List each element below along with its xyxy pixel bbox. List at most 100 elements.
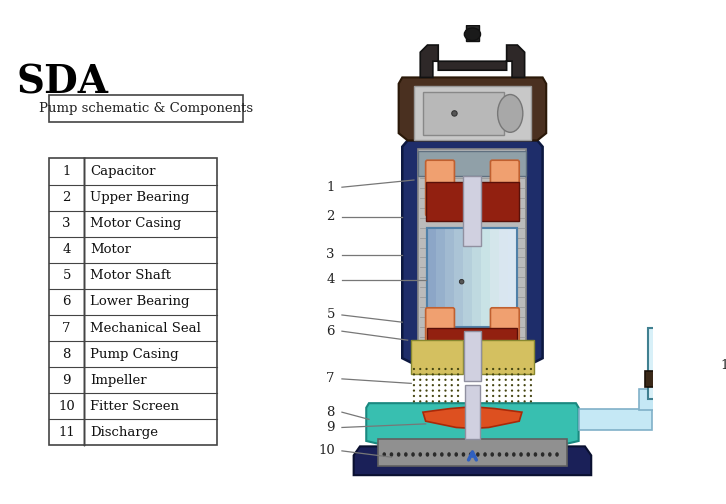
FancyBboxPatch shape xyxy=(425,308,454,358)
Ellipse shape xyxy=(444,368,446,370)
Bar xyxy=(418,151,526,176)
Bar xyxy=(428,228,518,327)
Ellipse shape xyxy=(530,368,532,370)
Bar xyxy=(648,329,709,399)
Text: 3: 3 xyxy=(326,248,335,261)
Text: 6: 6 xyxy=(62,295,71,308)
Ellipse shape xyxy=(413,390,415,392)
Bar xyxy=(49,158,217,446)
Ellipse shape xyxy=(486,373,488,375)
Text: SDA: SDA xyxy=(16,63,108,101)
Text: 9: 9 xyxy=(62,374,71,387)
Ellipse shape xyxy=(486,384,488,386)
Ellipse shape xyxy=(432,373,434,375)
Ellipse shape xyxy=(486,400,488,403)
Ellipse shape xyxy=(462,452,465,457)
Ellipse shape xyxy=(530,384,532,386)
Ellipse shape xyxy=(492,400,494,403)
Ellipse shape xyxy=(492,379,494,381)
Ellipse shape xyxy=(519,452,523,457)
Bar xyxy=(378,439,567,466)
Ellipse shape xyxy=(432,379,434,381)
Ellipse shape xyxy=(419,373,421,375)
Text: 10: 10 xyxy=(58,400,75,413)
Ellipse shape xyxy=(523,368,526,370)
Ellipse shape xyxy=(505,379,507,381)
Ellipse shape xyxy=(517,379,520,381)
Ellipse shape xyxy=(492,368,494,370)
Bar xyxy=(465,331,481,381)
Ellipse shape xyxy=(548,452,552,457)
Ellipse shape xyxy=(425,390,428,392)
Ellipse shape xyxy=(469,452,473,457)
Text: Motor: Motor xyxy=(90,243,131,256)
Bar xyxy=(428,228,436,327)
Ellipse shape xyxy=(433,452,436,457)
Polygon shape xyxy=(423,407,522,428)
Text: 11: 11 xyxy=(58,426,75,439)
Text: 9: 9 xyxy=(326,421,335,434)
Ellipse shape xyxy=(438,390,440,392)
Ellipse shape xyxy=(390,452,393,457)
Text: 3: 3 xyxy=(62,217,71,230)
Ellipse shape xyxy=(451,400,453,403)
Ellipse shape xyxy=(451,395,453,397)
Bar xyxy=(414,86,531,141)
Ellipse shape xyxy=(432,400,434,403)
Ellipse shape xyxy=(511,395,513,397)
Ellipse shape xyxy=(438,373,440,375)
Ellipse shape xyxy=(438,368,440,370)
Ellipse shape xyxy=(484,452,487,457)
Ellipse shape xyxy=(419,395,421,397)
Ellipse shape xyxy=(413,400,415,403)
Ellipse shape xyxy=(523,390,526,392)
Ellipse shape xyxy=(492,390,494,392)
Ellipse shape xyxy=(498,400,500,403)
Text: 2: 2 xyxy=(327,210,335,223)
Ellipse shape xyxy=(517,384,520,386)
Bar xyxy=(465,385,480,439)
Bar xyxy=(428,329,518,360)
Polygon shape xyxy=(366,403,579,447)
Ellipse shape xyxy=(419,379,421,381)
Ellipse shape xyxy=(438,384,440,386)
Text: Upper Bearing: Upper Bearing xyxy=(90,191,189,204)
Ellipse shape xyxy=(492,373,494,375)
Bar xyxy=(425,182,519,221)
Text: 4: 4 xyxy=(327,273,335,286)
Ellipse shape xyxy=(534,452,537,457)
Ellipse shape xyxy=(497,95,523,133)
Ellipse shape xyxy=(432,368,434,370)
FancyBboxPatch shape xyxy=(491,308,519,358)
Ellipse shape xyxy=(530,373,532,375)
Ellipse shape xyxy=(498,395,500,397)
Polygon shape xyxy=(354,447,591,475)
Ellipse shape xyxy=(451,390,453,392)
Ellipse shape xyxy=(476,452,480,457)
Text: Pump Casing: Pump Casing xyxy=(90,348,179,361)
Ellipse shape xyxy=(526,452,530,457)
FancyBboxPatch shape xyxy=(425,160,454,216)
Ellipse shape xyxy=(383,452,386,457)
Ellipse shape xyxy=(512,452,515,457)
Ellipse shape xyxy=(486,379,488,381)
Ellipse shape xyxy=(497,452,501,457)
Ellipse shape xyxy=(418,452,422,457)
Text: 6: 6 xyxy=(326,325,335,338)
Ellipse shape xyxy=(505,390,507,392)
Bar xyxy=(463,228,473,327)
Ellipse shape xyxy=(511,400,513,403)
Bar xyxy=(428,228,518,327)
Ellipse shape xyxy=(432,395,434,397)
Ellipse shape xyxy=(404,452,407,457)
Ellipse shape xyxy=(419,368,421,370)
Bar xyxy=(499,228,508,327)
Text: Motor Shaft: Motor Shaft xyxy=(90,269,171,282)
Ellipse shape xyxy=(465,28,481,40)
Ellipse shape xyxy=(444,400,446,403)
Ellipse shape xyxy=(457,400,459,403)
Ellipse shape xyxy=(492,395,494,397)
Ellipse shape xyxy=(555,452,559,457)
Text: 5: 5 xyxy=(62,269,70,282)
Ellipse shape xyxy=(438,400,440,403)
